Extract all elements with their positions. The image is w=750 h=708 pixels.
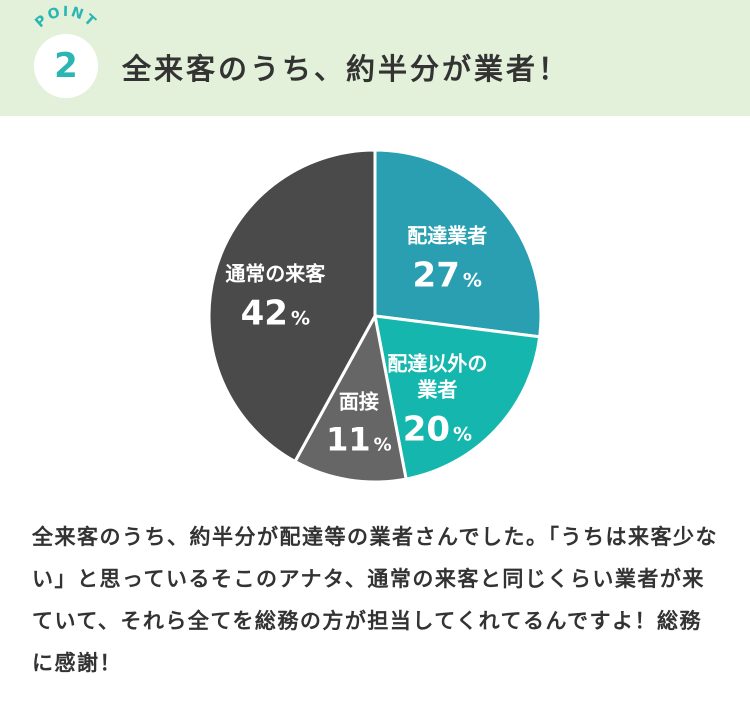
page-title: 全来客のうち、約半分が業者！ bbox=[122, 52, 571, 86]
point-number-badge: 2 bbox=[34, 34, 98, 98]
slice-value-4: 42% bbox=[241, 293, 310, 333]
description-text: 全来客のうち、約半分が配達等の業者さんでした。「うちは来客少ない」と思っているそ… bbox=[32, 525, 718, 675]
slice-label-2-line-1: 配達以外の bbox=[387, 352, 487, 376]
header-banner: POINT 2 全来客のうち、約半分が業者！ bbox=[0, 0, 750, 116]
point-number: 2 bbox=[54, 46, 78, 86]
pie-slice-4 bbox=[207, 148, 377, 464]
slice-label-4: 通常の来客 bbox=[225, 261, 326, 285]
slice-value-1: 27% bbox=[413, 255, 482, 295]
slice-label-3: 面接 bbox=[339, 390, 379, 414]
pie-slice-2 bbox=[373, 314, 542, 481]
slice-value-2: 20% bbox=[403, 410, 472, 450]
pie-slice-1 bbox=[373, 148, 543, 339]
point-label-arc: POINT bbox=[32, 4, 100, 31]
slice-label-2-line-2: 業者 bbox=[417, 378, 457, 402]
point-label: POINT bbox=[32, 4, 100, 31]
slice-value-3: 11% bbox=[326, 421, 392, 459]
slice-label-1: 配達業者 bbox=[407, 223, 487, 247]
pie-slices bbox=[207, 148, 543, 484]
pie-slice-3 bbox=[292, 311, 408, 484]
